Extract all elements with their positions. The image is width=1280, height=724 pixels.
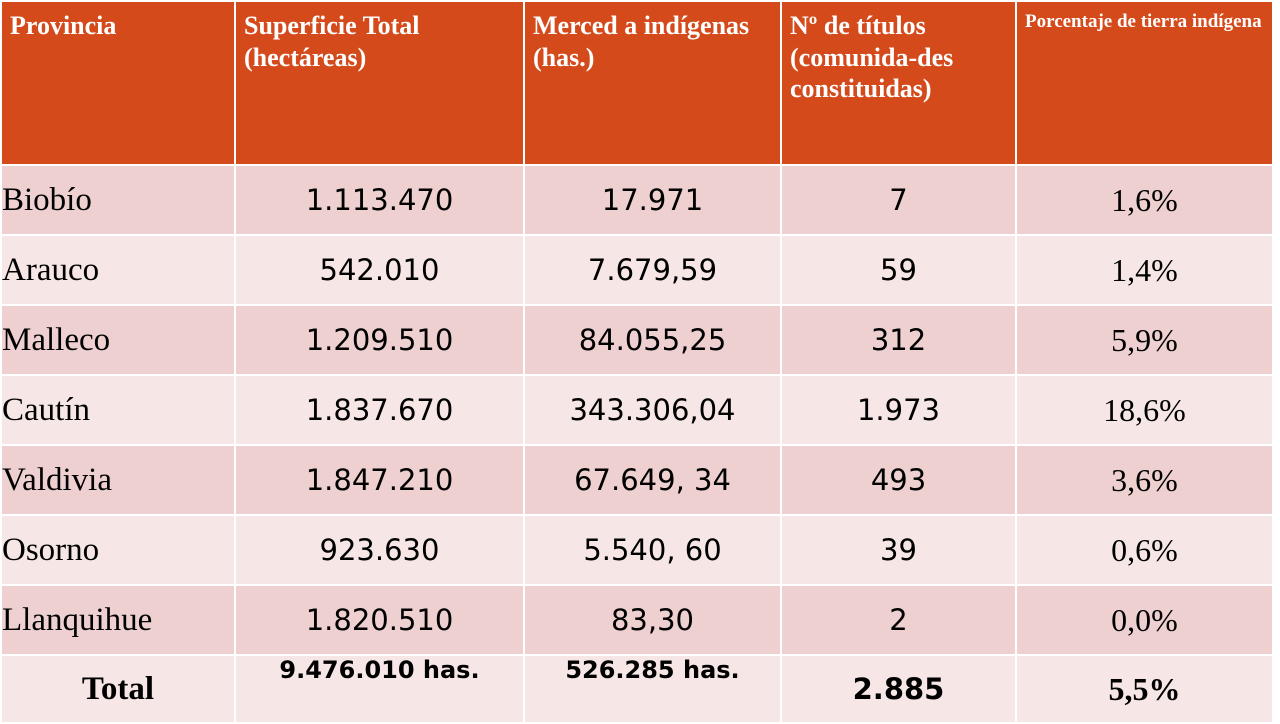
total-label: Total: [0, 654, 236, 724]
cell-titulos: 39: [780, 514, 1017, 586]
cell-superficie: 1.113.470: [234, 164, 525, 236]
cell-porcentaje: 18,6%: [1015, 374, 1274, 446]
header-row: Provincia Superficie Total (hectáreas) M…: [0, 0, 1274, 166]
header-superficie: Superficie Total (hectáreas): [234, 0, 525, 166]
cell-titulos: 493: [780, 444, 1017, 516]
cell-porcentaje: 0,6%: [1015, 514, 1274, 586]
total-porcentaje: 5,5%: [1015, 654, 1274, 724]
cell-superficie: 542.010: [234, 234, 525, 306]
cell-provincia: Arauco: [0, 234, 236, 306]
table-row: Llanquihue 1.820.510 83,30 2 0,0%: [0, 584, 1274, 656]
header-titulos: Nº de títulos (comunida-des constituidas…: [780, 0, 1017, 166]
cell-merced: 7.679,59: [523, 234, 782, 306]
total-superficie: 9.476.010 has.: [234, 654, 525, 724]
table-row: Biobío 1.113.470 17.971 7 1,6%: [0, 164, 1274, 236]
cell-provincia: Valdivia: [0, 444, 236, 516]
cell-porcentaje: 1,4%: [1015, 234, 1274, 306]
table-row: Malleco 1.209.510 84.055,25 312 5,9%: [0, 304, 1274, 376]
cell-titulos: 1.973: [780, 374, 1017, 446]
cell-titulos: 59: [780, 234, 1017, 306]
cell-porcentaje: 1,6%: [1015, 164, 1274, 236]
total-merced: 526.285 has.: [523, 654, 782, 724]
header-provincia: Provincia: [0, 0, 236, 166]
cell-provincia: Biobío: [0, 164, 236, 236]
cell-titulos: 312: [780, 304, 1017, 376]
cell-merced: 5.540, 60: [523, 514, 782, 586]
cell-superficie: 1.847.210: [234, 444, 525, 516]
cell-provincia: Malleco: [0, 304, 236, 376]
total-titulos: 2.885: [780, 654, 1017, 724]
table-row: Cautín 1.837.670 343.306,04 1.973 18,6%: [0, 374, 1274, 446]
cell-merced: 84.055,25: [523, 304, 782, 376]
total-row: Total 9.476.010 has. 526.285 has. 2.885 …: [0, 654, 1274, 724]
table-row: Osorno 923.630 5.540, 60 39 0,6%: [0, 514, 1274, 586]
cell-provincia: Osorno: [0, 514, 236, 586]
cell-titulos: 7: [780, 164, 1017, 236]
cell-superficie: 923.630: [234, 514, 525, 586]
cell-superficie: 1.820.510: [234, 584, 525, 656]
cell-merced: 67.649, 34: [523, 444, 782, 516]
header-merced: Merced a indígenas (has.): [523, 0, 782, 166]
header-porcentaje: Porcentaje de tierra indígena: [1015, 0, 1274, 166]
table-row: Valdivia 1.847.210 67.649, 34 493 3,6%: [0, 444, 1274, 516]
cell-porcentaje: 0,0%: [1015, 584, 1274, 656]
table-row: Arauco 542.010 7.679,59 59 1,4%: [0, 234, 1274, 306]
cell-merced: 83,30: [523, 584, 782, 656]
cell-porcentaje: 3,6%: [1015, 444, 1274, 516]
cell-provincia: Llanquihue: [0, 584, 236, 656]
cell-merced: 343.306,04: [523, 374, 782, 446]
cell-superficie: 1.837.670: [234, 374, 525, 446]
cell-superficie: 1.209.510: [234, 304, 525, 376]
cell-titulos: 2: [780, 584, 1017, 656]
cell-merced: 17.971: [523, 164, 782, 236]
cell-provincia: Cautín: [0, 374, 236, 446]
cell-porcentaje: 5,9%: [1015, 304, 1274, 376]
